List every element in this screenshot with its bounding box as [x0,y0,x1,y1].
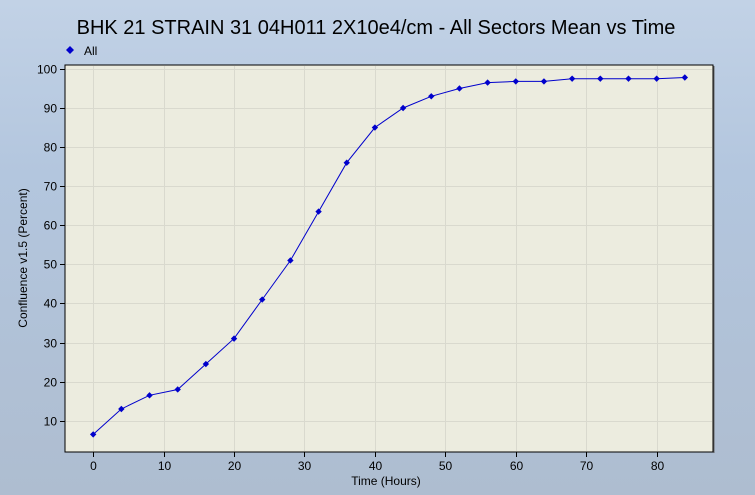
x-tick-label: 70 [580,459,594,473]
data-point [456,85,463,92]
data-point [287,257,294,264]
x-tick-label: 20 [228,459,242,473]
y-tick-label: 30 [44,337,58,351]
y-tick-label: 90 [44,102,58,116]
x-tick-label: 40 [369,459,383,473]
y-tick-label: 50 [44,258,58,272]
data-point [625,75,632,82]
y-tick-label: 10 [44,415,58,429]
data-point [681,74,689,81]
data-point [428,93,435,100]
data-point [597,75,604,82]
plot-area [64,64,714,453]
data-point [371,124,379,131]
y-tick-label: 40 [44,297,58,311]
data-point [89,431,97,438]
series-line [92,77,685,435]
x-axis-ticks: 0 10 20 30 40 50 60 70 80 [90,452,664,473]
x-tick-label: 30 [298,459,312,473]
legend-marker-all [66,46,74,54]
x-tick-label: 10 [158,459,172,473]
y-tick-label: 80 [44,141,58,155]
x-tick-label: 0 [90,459,97,473]
data-point [230,335,238,342]
legend: All [66,44,97,58]
y-tick-label: 70 [44,180,58,194]
y-tick-label: 100 [37,63,57,77]
data-point [653,75,660,82]
chart-title: BHK 21 STRAIN 31 04H011 2X10e4/cm - All … [77,17,676,39]
x-tick-label: 80 [651,459,665,473]
data-point [484,79,491,86]
data-point [315,208,322,215]
y-axis-ticks: 10 20 30 40 50 60 70 80 90 100 [37,63,65,429]
data-point [118,405,125,413]
data-point [259,296,266,303]
data-point [399,104,407,112]
y-axis-label: Confluence v1.5 (Percent) [16,188,30,327]
data-point [202,360,210,368]
data-point [343,159,350,166]
x-tick-label: 60 [510,459,524,473]
data-point [512,78,519,85]
data-point [146,392,153,399]
legend-label-all: All [84,44,97,58]
x-tick-label: 50 [439,459,453,473]
y-tick-label: 60 [44,219,58,233]
data-point [540,78,548,85]
x-axis-label: Time (Hours) [351,474,421,488]
data-point [568,75,576,82]
y-tick-label: 20 [44,376,58,390]
data-point [174,386,181,393]
series-all [89,74,689,438]
grid [66,66,712,451]
